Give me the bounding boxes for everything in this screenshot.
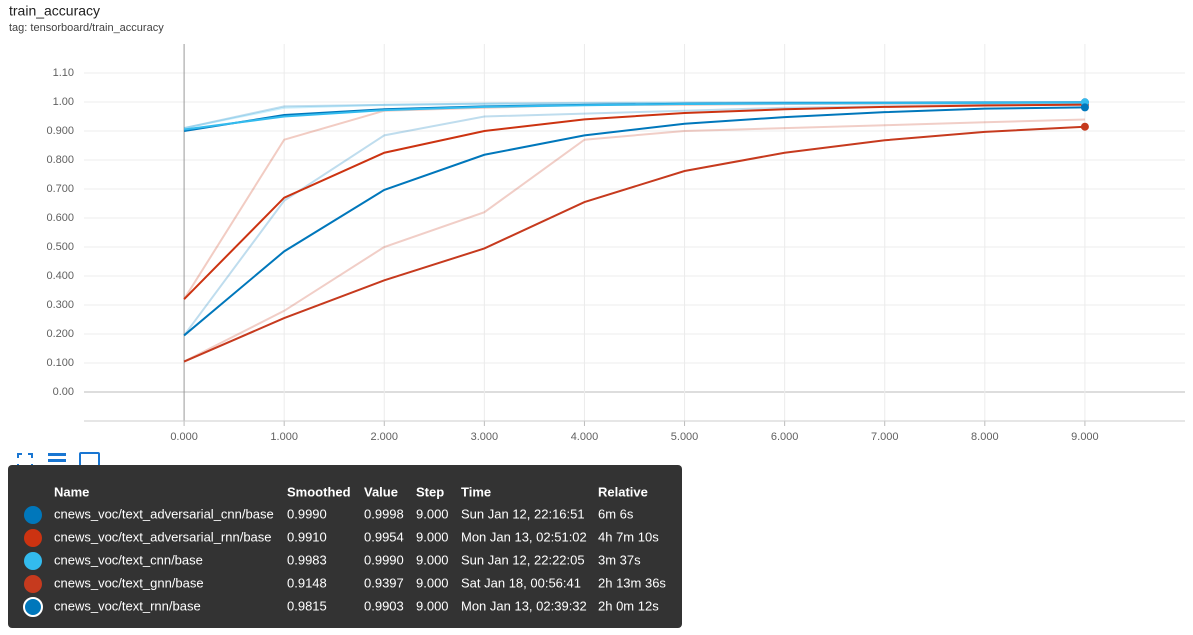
column-header: Smoothed (287, 484, 351, 499)
y-tick-label: 0.700 (46, 183, 74, 195)
run-swatch (24, 529, 42, 547)
smoothed-line (183, 103, 1085, 300)
x-tick-label: 4.000 (571, 431, 599, 443)
run-name: cnews_voc/text_adversarial_cnn/base (54, 506, 274, 521)
cell: 0.9148 (287, 575, 327, 590)
y-tick-label: 1.00 (53, 96, 74, 108)
raw-line (183, 118, 1085, 363)
x-tick-label: 5.000 (671, 431, 699, 443)
column-header: Value (364, 484, 398, 499)
cell: 9.000 (416, 552, 449, 567)
column-header: Time (461, 484, 491, 499)
run-swatch (23, 597, 43, 617)
column-header: Step (416, 484, 444, 499)
cell: 0.9990 (287, 506, 327, 521)
x-tick-label: 2.000 (371, 431, 399, 443)
cell: 9.000 (416, 575, 449, 590)
cell: 9.000 (416, 598, 449, 613)
card-tag: tag: tensorboard/train_accuracy (9, 22, 164, 34)
smoothed-line (183, 125, 1085, 363)
x-tick-label: 8.000 (971, 431, 999, 443)
run-name: cnews_voc/text_rnn/base (54, 598, 201, 613)
run-name: cnews_voc/text_cnn/base (54, 552, 203, 567)
cell: Mon Jan 13, 02:51:02 (461, 529, 587, 544)
y-tick-label: 0.200 (46, 328, 74, 340)
x-tick-label: 0.000 (170, 431, 198, 443)
hover-dot (1080, 103, 1089, 112)
cell: Mon Jan 13, 02:39:32 (461, 598, 587, 613)
card-title: train_accuracy (9, 3, 100, 19)
cell: 0.9903 (364, 598, 404, 613)
x-tick-label: 9.000 (1071, 431, 1099, 443)
x-tick-label: 6.000 (771, 431, 799, 443)
x-tick-label: 3.000 (471, 431, 499, 443)
cell: 3m 37s (598, 552, 641, 567)
tooltip-box (8, 465, 682, 628)
y-tick-label: 0.300 (46, 299, 74, 311)
fit-icon[interactable] (17, 453, 33, 469)
cell: 0.9397 (364, 575, 404, 590)
cell: 0.9983 (287, 552, 327, 567)
smoothed-line (183, 106, 1085, 337)
run-name: cnews_voc/text_adversarial_rnn/base (54, 529, 272, 544)
cell: 2h 13m 36s (598, 575, 666, 590)
cell: 0.9998 (364, 506, 404, 521)
cell: 9.000 (416, 506, 449, 521)
cell: 0.9910 (287, 529, 327, 544)
y-tick-label: 0.100 (46, 357, 74, 369)
y-tick-label: 0.00 (53, 386, 74, 398)
cell: 4h 7m 10s (598, 529, 659, 544)
y-tick-label: 1.10 (53, 67, 74, 79)
column-header: Relative (598, 484, 648, 499)
x-tick-label: 7.000 (871, 431, 899, 443)
cell: 0.9990 (364, 552, 404, 567)
cell: Sat Jan 18, 00:56:41 (461, 575, 581, 590)
cell: 0.9954 (364, 529, 404, 544)
cell: Sun Jan 12, 22:22:05 (461, 552, 585, 567)
y-tick-label: 0.500 (46, 241, 74, 253)
hover-dot (1080, 122, 1089, 131)
run-swatch (24, 506, 42, 524)
raw-line (183, 103, 1085, 337)
column-header: Name (54, 484, 89, 499)
x-tick-label: 1.000 (270, 431, 298, 443)
run-name: cnews_voc/text_gnn/base (54, 575, 204, 590)
cell: Sun Jan 12, 22:16:51 (461, 506, 585, 521)
cell: 6m 6s (598, 506, 634, 521)
smoothed-line (183, 101, 1085, 131)
cell: 0.9815 (287, 598, 327, 613)
run-swatch (24, 552, 42, 570)
y-tick-label: 0.800 (46, 154, 74, 166)
cell: 9.000 (416, 529, 449, 544)
run-swatch (24, 575, 42, 593)
raw-line (183, 102, 1085, 300)
y-tick-label: 0.600 (46, 212, 74, 224)
cell: 2h 0m 12s (598, 598, 659, 613)
y-tick-label: 0.900 (46, 125, 74, 137)
y-tick-label: 0.400 (46, 270, 74, 282)
